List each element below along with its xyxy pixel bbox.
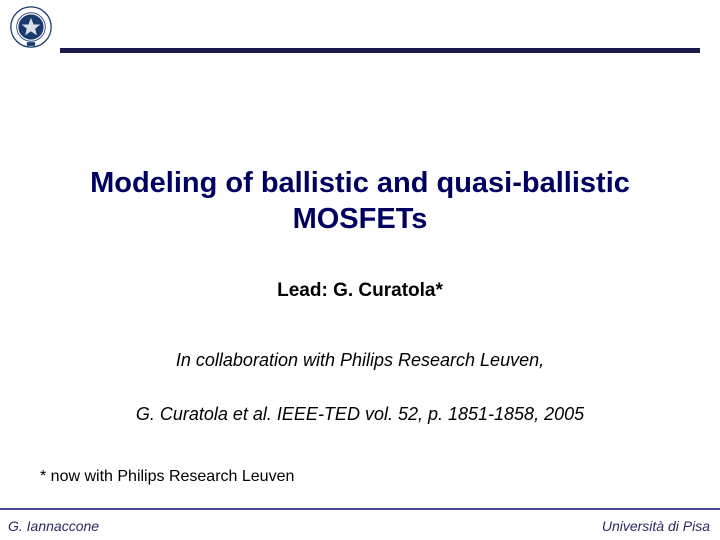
footer: G. Iannaccone Università di Pisa <box>0 508 720 540</box>
collaboration-line: In collaboration with Philips Research L… <box>40 350 680 371</box>
footer-author: G. Iannaccone <box>8 518 99 534</box>
footer-rule <box>0 508 720 510</box>
citation-line: G. Curatola et al. IEEE-TED vol. 52, p. … <box>40 404 680 425</box>
header-rule <box>60 48 700 53</box>
slide: Modeling of ballistic and quasi-ballisti… <box>0 0 720 540</box>
lead-line: Lead: G. Curatola* <box>40 280 680 302</box>
footnote-line: * now with Philips Research Leuven <box>40 468 294 486</box>
university-seal-icon <box>10 6 52 48</box>
footer-affiliation: Università di Pisa <box>602 518 710 534</box>
slide-title: Modeling of ballistic and quasi-ballisti… <box>40 165 680 238</box>
